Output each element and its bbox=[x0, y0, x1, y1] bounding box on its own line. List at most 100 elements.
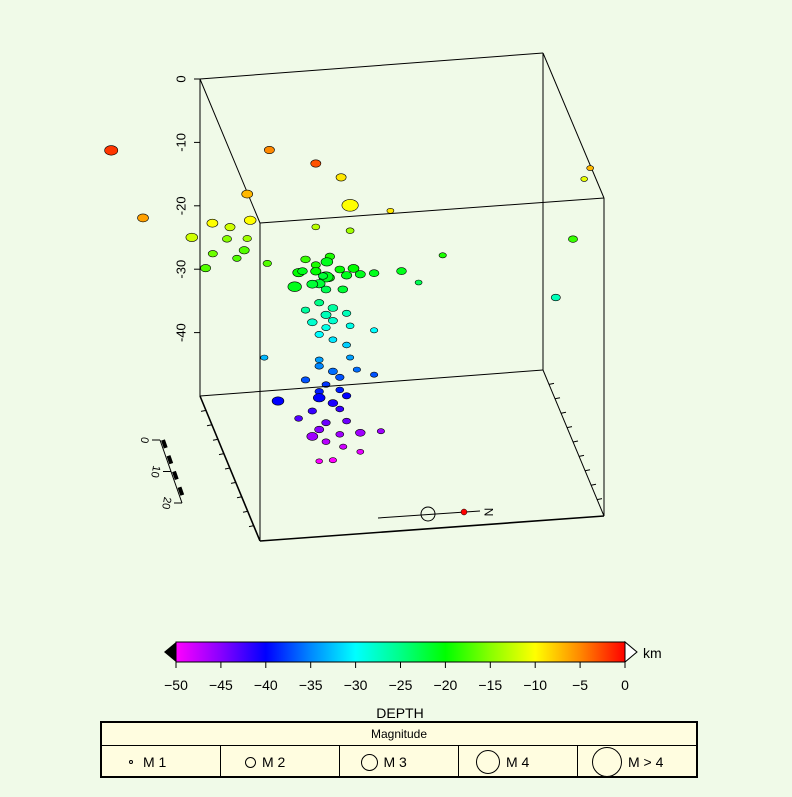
event-marker bbox=[222, 235, 232, 243]
magnitude-legend-item: M 4 bbox=[458, 746, 577, 778]
depth-tick-label: 0 bbox=[173, 75, 188, 82]
event-marker bbox=[339, 443, 348, 450]
bottom-left-tick bbox=[212, 438, 219, 441]
event-marker bbox=[262, 259, 272, 267]
scale-bar-label: 0 bbox=[138, 436, 151, 444]
magnitude-circle-icon bbox=[244, 756, 256, 768]
event-marker bbox=[311, 223, 321, 231]
event-marker bbox=[337, 285, 348, 294]
bottom-right-tick bbox=[578, 454, 585, 457]
bottom-right-tick bbox=[560, 411, 567, 414]
bottom-right-tick bbox=[548, 382, 555, 385]
magnitude-legend-label: M 3 bbox=[383, 754, 407, 770]
event-marker bbox=[241, 189, 253, 199]
event-marker bbox=[335, 405, 345, 413]
event-marker bbox=[550, 293, 561, 302]
colorbar-tick-label: −50 bbox=[164, 677, 188, 693]
event-marker bbox=[224, 223, 236, 232]
event-marker bbox=[376, 428, 385, 435]
event-marker bbox=[287, 281, 302, 292]
colorbar-ramp bbox=[175, 641, 626, 663]
event-marker bbox=[104, 145, 119, 156]
event-marker bbox=[438, 252, 447, 259]
event-marker bbox=[294, 415, 303, 422]
event-marker bbox=[314, 362, 324, 370]
magnitude-legend-item: M 1 bbox=[102, 746, 220, 778]
magnitude-circle-icon bbox=[592, 747, 622, 777]
magnitude-legend: Magnitude M 1 M 2 M 3 M 4 M > 4 bbox=[100, 721, 698, 778]
colorbar-tick-label: −30 bbox=[344, 677, 368, 693]
event-marker bbox=[320, 310, 332, 319]
event-marker bbox=[260, 354, 269, 361]
colorbar-tick-label: 0 bbox=[621, 677, 629, 693]
event-marker bbox=[321, 438, 331, 445]
north-marker-icon bbox=[460, 508, 468, 516]
bottom-left-tick bbox=[206, 424, 213, 427]
event-marker bbox=[568, 235, 578, 243]
colorbar-max-arrow-icon bbox=[624, 640, 638, 664]
magnitude-circle-icon bbox=[129, 760, 133, 764]
depth-tick-label: -40 bbox=[173, 323, 188, 342]
colorbar-tick-label: −5 bbox=[572, 677, 588, 693]
event-marker bbox=[586, 165, 595, 171]
magnitude-legend-title: Magnitude bbox=[102, 723, 696, 746]
event-marker bbox=[580, 176, 588, 182]
event-marker bbox=[354, 270, 366, 279]
event-marker bbox=[297, 267, 308, 276]
event-marker bbox=[328, 457, 337, 464]
event-marker bbox=[321, 419, 331, 427]
bottom-left-tick bbox=[248, 525, 255, 528]
magnitude-legend-label: M 1 bbox=[143, 754, 167, 770]
event-marker bbox=[335, 173, 347, 182]
magnitude-legend-item: M 2 bbox=[220, 746, 339, 778]
scale-bar-segment bbox=[161, 439, 168, 449]
bottom-right-tick bbox=[584, 469, 591, 472]
distance-scale-bar: 0 10 20 bbox=[138, 436, 185, 510]
colorbar-tick-label: −40 bbox=[254, 677, 278, 693]
bottom-right-tick bbox=[596, 498, 603, 501]
event-marker bbox=[263, 146, 275, 155]
event-marker bbox=[306, 432, 319, 441]
event-marker bbox=[414, 279, 423, 286]
event-marker bbox=[314, 425, 325, 434]
event-marker bbox=[341, 199, 359, 212]
event-marker bbox=[242, 235, 252, 242]
scale-bar-label: 20 bbox=[159, 496, 173, 510]
magnitude-legend-item: M 3 bbox=[339, 746, 458, 778]
event-marker bbox=[314, 299, 325, 307]
bottom-right-tick bbox=[590, 483, 597, 486]
events-layer bbox=[104, 145, 595, 464]
colorbar-ticks: −50 −45 −40 −35 −30 −25 −20 −15 −10 −5 0 bbox=[164, 662, 629, 693]
colorbar-tick-label: −15 bbox=[478, 677, 502, 693]
event-marker bbox=[370, 327, 379, 334]
event-marker bbox=[315, 458, 323, 464]
colorbar-unit: km bbox=[643, 645, 662, 661]
scale-bar-segment bbox=[166, 455, 174, 465]
event-marker bbox=[206, 218, 219, 228]
event-marker bbox=[352, 366, 361, 373]
event-marker bbox=[335, 386, 345, 394]
event-marker bbox=[320, 285, 332, 294]
event-marker bbox=[370, 371, 379, 378]
event-marker bbox=[238, 246, 250, 255]
event-marker bbox=[368, 269, 380, 278]
depth-axis: 0 -10 -20 -30 -40 bbox=[173, 75, 200, 342]
event-marker bbox=[327, 317, 338, 325]
magnitude-legend-label: M > 4 bbox=[628, 754, 664, 770]
event-marker bbox=[310, 159, 322, 168]
event-marker bbox=[185, 232, 199, 242]
north-label: N bbox=[482, 508, 496, 517]
magnitude-circle-icon bbox=[476, 750, 500, 774]
event-marker bbox=[307, 407, 317, 415]
event-marker bbox=[321, 324, 331, 331]
event-marker bbox=[244, 215, 257, 225]
colorbar-min-arrow-icon bbox=[164, 642, 176, 662]
bottom-right-tick bbox=[554, 397, 561, 400]
event-marker bbox=[232, 254, 242, 262]
event-marker bbox=[307, 318, 318, 327]
event-marker bbox=[346, 354, 355, 361]
event-marker bbox=[300, 255, 311, 264]
cube-frame-front bbox=[199, 197, 605, 542]
compass-circle-icon bbox=[420, 506, 436, 522]
event-marker bbox=[300, 306, 311, 314]
